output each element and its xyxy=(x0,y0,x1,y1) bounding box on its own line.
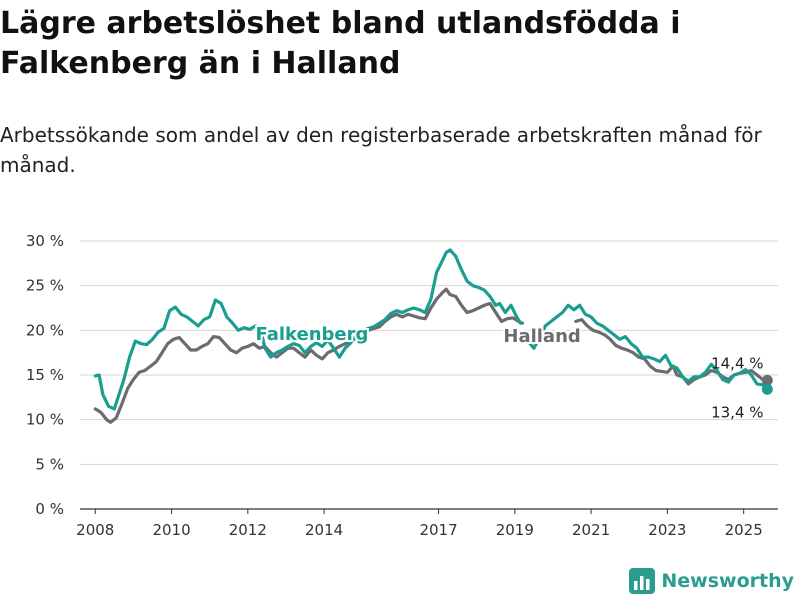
chart-title: Lägre arbetslöshet bland utlandsfödda i … xyxy=(0,6,681,81)
chart-subtitle: Arbetssökande som andel av den registerb… xyxy=(0,123,762,177)
y-tick-label: 5 % xyxy=(35,455,64,473)
y-tick-label: 10 % xyxy=(26,411,64,429)
x-tick-label: 2023 xyxy=(648,521,686,539)
y-tick-label: 20 % xyxy=(26,321,64,339)
x-tick-label: 2012 xyxy=(229,521,267,539)
series-labels: 14,4 % 13,4 % Falkenberg Halland xyxy=(253,322,763,421)
series-label-halland: Halland xyxy=(503,326,580,347)
end-point-falkenberg xyxy=(761,383,773,395)
y-tick-label: 0 % xyxy=(35,500,64,518)
y-tick-label: 15 % xyxy=(26,366,64,384)
y-tick-label: 30 % xyxy=(26,232,64,250)
end-point-halland xyxy=(761,374,773,386)
newsworthy-logo: Newsworthy xyxy=(629,566,794,596)
x-tick-label: 2008 xyxy=(76,521,114,539)
x-tick-label: 2019 xyxy=(496,521,534,539)
series-lines xyxy=(93,248,773,424)
grid-lines xyxy=(80,240,778,510)
y-tick-label: 25 % xyxy=(26,277,64,295)
bar-chart-logo-icon xyxy=(629,568,656,594)
end-label-halland: 14,4 % xyxy=(711,354,763,372)
series-label-falkenberg: Falkenberg xyxy=(255,324,368,345)
end-label-falkenberg: 13,4 % xyxy=(711,403,763,421)
y-axis: 0 % 5 % 10 % 15 % 20 % 25 % 30 % xyxy=(26,232,64,518)
series-line-halland xyxy=(93,287,524,424)
x-tick-label: 2017 xyxy=(419,521,457,539)
series-line-falkenberg xyxy=(93,248,523,411)
x-tick-label: 2010 xyxy=(152,521,190,539)
x-axis: 2008 2010 2012 2014 2017 2019 2021 2023 2025 xyxy=(76,509,763,539)
x-tick-label: 2014 xyxy=(305,521,343,539)
x-tick-label: 2021 xyxy=(572,521,610,539)
series-line-falkenberg xyxy=(528,303,769,391)
brand-name: Newsworthy xyxy=(661,570,794,592)
x-tick-label: 2025 xyxy=(725,521,763,539)
